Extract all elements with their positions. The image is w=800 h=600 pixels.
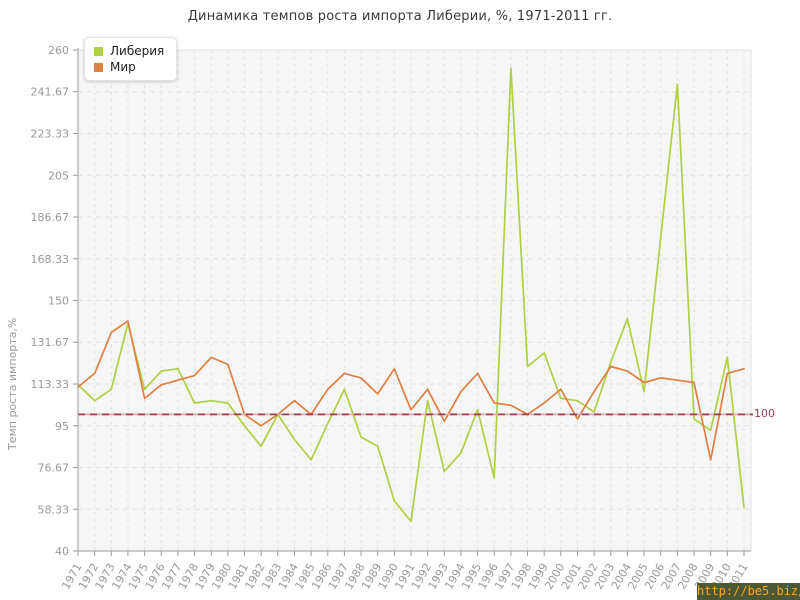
watermark-link[interactable]: http://be5.biz/ — [697, 583, 800, 600]
y-tick-label: 58.33 — [38, 503, 70, 516]
y-tick-label: 76.67 — [38, 461, 70, 474]
mir-series-swatch-icon — [94, 62, 103, 72]
legend-label-mir: Мир — [110, 60, 136, 74]
legend-item-liberia: Либерия — [94, 43, 164, 59]
series-line-liberia — [77, 67, 745, 523]
reference-line-label: 100 — [754, 407, 775, 420]
y-tick-label: 205 — [48, 169, 69, 182]
y-tick-label: 113.33 — [31, 378, 70, 391]
y-tick-label: 40 — [55, 545, 69, 558]
y-tick-label: 186.67 — [31, 211, 70, 224]
y-tick-label: 168.33 — [31, 253, 70, 266]
y-tick-label: 95 — [55, 420, 69, 433]
chart-title: Динамика темпов роста импорта Либерии, %… — [187, 9, 613, 24]
liberia-series-swatch-icon — [94, 46, 103, 56]
legend-label-liberia: Либерия — [110, 44, 165, 58]
y-tick-label: 223.33 — [31, 128, 70, 141]
y-tick-label: 150 — [48, 295, 69, 308]
y-tick-label: 241.67 — [31, 86, 70, 99]
series-line-mir — [77, 320, 745, 461]
y-tick-label: 131.67 — [31, 336, 70, 349]
y-tick-label: 260 — [48, 44, 69, 57]
legend: Либерия Мир — [84, 37, 178, 81]
legend-item-mir: Мир — [94, 59, 164, 75]
